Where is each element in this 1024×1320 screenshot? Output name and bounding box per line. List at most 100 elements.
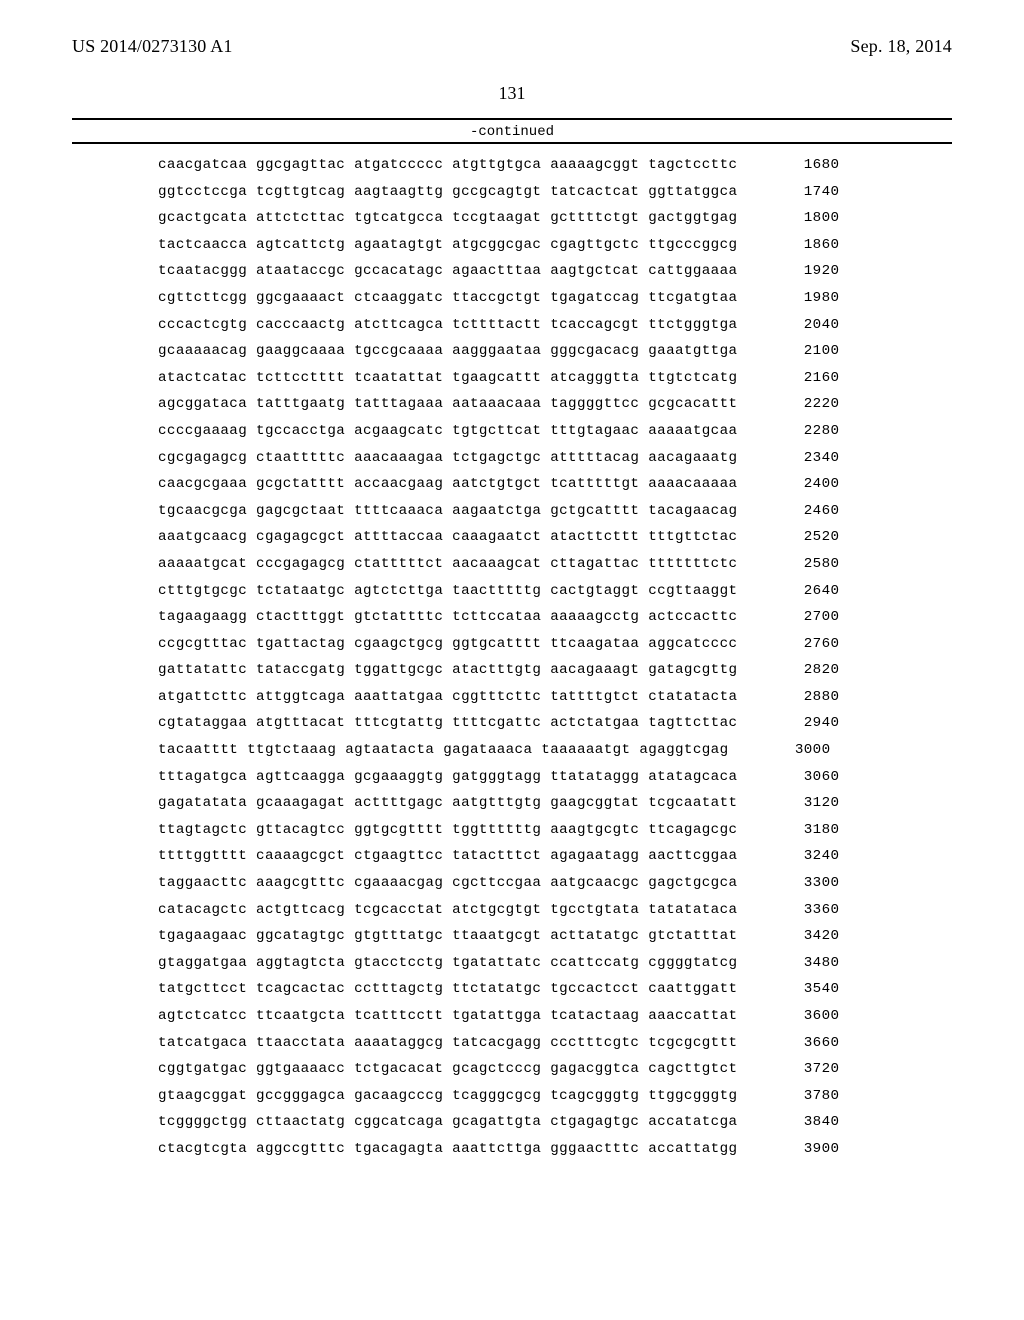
sequence-groups: cgttcttcgg ggcgaaaact ctcaaggatc ttaccgc… [158, 291, 737, 305]
sequence-row: ggtcctccga tcgttgtcag aagtaagttg gccgcag… [158, 185, 952, 199]
sequence-row: cgtataggaa atgtttacat tttcgtattg ttttcga… [158, 716, 952, 730]
sequence-row: tacaatttt ttgtctaaag agtaatacta gagataaa… [158, 743, 952, 757]
sequence-position: 3660 [767, 1036, 839, 1050]
publication-date: Sep. 18, 2014 [850, 36, 952, 57]
sequence-position: 3600 [767, 1009, 839, 1023]
sequence-groups: ctttgtgcgc tctataatgc agtctcttga taacttt… [158, 584, 737, 598]
sequence-position: 2460 [767, 504, 839, 518]
sequence-groups: caacgcgaaa gcgctatttt accaacgaag aatctgt… [158, 477, 737, 491]
sequence-position: 3900 [767, 1142, 839, 1156]
sequence-position: 3120 [767, 796, 839, 810]
sequence-position: 2640 [767, 584, 839, 598]
sequence-row: agcggataca tatttgaatg tatttagaaa aataaac… [158, 397, 952, 411]
sequence-position: 2160 [767, 371, 839, 385]
rule-bottom [72, 142, 952, 144]
sequence-groups: ttagtagctc gttacagtcc ggtgcgtttt tggtttt… [158, 823, 737, 837]
sequence-position: 1800 [767, 211, 839, 225]
sequence-row: tgagaagaac ggcatagtgc gtgtttatgc ttaaatg… [158, 929, 952, 943]
sequence-groups: tcaatacggg ataataccgc gccacatagc agaactt… [158, 264, 737, 278]
sequence-row: gcactgcata attctcttac tgtcatgcca tccgtaa… [158, 211, 952, 225]
sequence-position: 1920 [767, 264, 839, 278]
sequence-row: atactcatac tcttcctttt tcaatattat tgaagca… [158, 371, 952, 385]
sequence-position: 3300 [767, 876, 839, 890]
sequence-groups: ctacgtcgta aggccgtttc tgacagagta aaattct… [158, 1142, 737, 1156]
sequence-position: 2880 [767, 690, 839, 704]
continued-block: -continued [72, 118, 952, 144]
sequence-row: tatgcttcct tcagcactac cctttagctg ttctata… [158, 982, 952, 996]
sequence-position: 1860 [767, 238, 839, 252]
sequence-position: 3840 [767, 1115, 839, 1129]
sequence-groups: tacaatttt ttgtctaaag agtaatacta gagataaa… [158, 743, 729, 757]
sequence-row: aaaaatgcat cccgagagcg ctatttttct aacaaag… [158, 557, 952, 571]
sequence-groups: gtaggatgaa aggtagtcta gtacctcctg tgatatt… [158, 956, 737, 970]
sequence-row: tgcaacgcga gagcgctaat ttttcaaaca aagaatc… [158, 504, 952, 518]
sequence-groups: gcaaaaacag gaaggcaaaa tgccgcaaaa aagggaa… [158, 344, 737, 358]
sequence-position: 2580 [767, 557, 839, 571]
sequence-row: ctacgtcgta aggccgtttc tgacagagta aaattct… [158, 1142, 952, 1156]
sequence-row: gagatatata gcaaagagat acttttgagc aatgttt… [158, 796, 952, 810]
sequence-groups: gcactgcata attctcttac tgtcatgcca tccgtaa… [158, 211, 737, 225]
sequence-row: tcggggctgg cttaactatg cggcatcaga gcagatt… [158, 1115, 952, 1129]
sequence-row: gtaggatgaa aggtagtcta gtacctcctg tgatatt… [158, 956, 952, 970]
sequence-groups: cccactcgtg cacccaactg atcttcagca tctttta… [158, 318, 737, 332]
sequence-row: cggtgatgac ggtgaaaacc tctgacacat gcagctc… [158, 1062, 952, 1076]
sequence-groups: ccgcgtttac tgattactag cgaagctgcg ggtgcat… [158, 637, 737, 651]
sequence-row: atgattcttc attggtcaga aaattatgaa cggtttc… [158, 690, 952, 704]
sequence-position: 2400 [767, 477, 839, 491]
sequence-row: gtaagcggat gccgggagca gacaagcccg tcagggc… [158, 1089, 952, 1103]
sequence-groups: cggtgatgac ggtgaaaacc tctgacacat gcagctc… [158, 1062, 737, 1076]
sequence-position: 3420 [767, 929, 839, 943]
sequence-groups: atactcatac tcttcctttt tcaatattat tgaagca… [158, 371, 737, 385]
sequence-groups: atgattcttc attggtcaga aaattatgaa cggtttc… [158, 690, 737, 704]
sequence-groups: agtctcatcc ttcaatgcta tcatttcctt tgatatt… [158, 1009, 737, 1023]
sequence-position: 3480 [767, 956, 839, 970]
sequence-groups: cgtataggaa atgtttacat tttcgtattg ttttcga… [158, 716, 737, 730]
sequence-groups: tatgcttcct tcagcactac cctttagctg ttctata… [158, 982, 737, 996]
sequence-groups: tgagaagaac ggcatagtgc gtgtttatgc ttaaatg… [158, 929, 737, 943]
sequence-row: ctttgtgcgc tctataatgc agtctcttga taacttt… [158, 584, 952, 598]
sequence-position: 1740 [767, 185, 839, 199]
sequence-position: 3360 [767, 903, 839, 917]
sequence-groups: ccccgaaaag tgccacctga acgaagcatc tgtgctt… [158, 424, 737, 438]
sequence-row: ccccgaaaag tgccacctga acgaagcatc tgtgctt… [158, 424, 952, 438]
sequence-row: catacagctc actgttcacg tcgcacctat atctgcg… [158, 903, 952, 917]
sequence-position: 3780 [767, 1089, 839, 1103]
sequence-position: 3240 [767, 849, 839, 863]
sequence-row: tactcaacca agtcattctg agaatagtgt atgcggc… [158, 238, 952, 252]
sequence-position: 2340 [767, 451, 839, 465]
sequence-groups: gattatattc tataccgatg tggattgcgc atacttt… [158, 663, 737, 677]
sequence-position: 2520 [767, 530, 839, 544]
publication-number: US 2014/0273130 A1 [72, 36, 233, 57]
sequence-row: tatcatgaca ttaacctata aaaataggcg tatcacg… [158, 1036, 952, 1050]
sequence-groups: tgcaacgcga gagcgctaat ttttcaaaca aagaatc… [158, 504, 737, 518]
sequence-groups: taggaacttc aaagcgtttc cgaaaacgag cgcttcc… [158, 876, 737, 890]
sequence-groups: ggtcctccga tcgttgtcag aagtaagttg gccgcag… [158, 185, 737, 199]
sequence-row: ttagtagctc gttacagtcc ggtgcgtttt tggtttt… [158, 823, 952, 837]
sequence-groups: tactcaacca agtcattctg agaatagtgt atgcggc… [158, 238, 737, 252]
sequence-listing: caacgatcaa ggcgagttac atgatccccc atgttgt… [72, 158, 952, 1156]
sequence-row: tcaatacggg ataataccgc gccacatagc agaactt… [158, 264, 952, 278]
sequence-groups: caacgatcaa ggcgagttac atgatccccc atgttgt… [158, 158, 737, 172]
sequence-row: tttagatgca agttcaagga gcgaaaggtg gatgggt… [158, 770, 952, 784]
sequence-row: tagaagaagg ctactttggt gtctattttc tcttcca… [158, 610, 952, 624]
sequence-position: 2940 [767, 716, 839, 730]
sequence-position: 2100 [767, 344, 839, 358]
sequence-row: ccgcgtttac tgattactag cgaagctgcg ggtgcat… [158, 637, 952, 651]
sequence-groups: tttagatgca agttcaagga gcgaaaggtg gatgggt… [158, 770, 737, 784]
sequence-row: gcaaaaacag gaaggcaaaa tgccgcaaaa aagggaa… [158, 344, 952, 358]
sequence-groups: cgcgagagcg ctaatttttc aaacaaagaa tctgagc… [158, 451, 737, 465]
sequence-position: 3720 [767, 1062, 839, 1076]
sequence-row: cgcgagagcg ctaatttttc aaacaaagaa tctgagc… [158, 451, 952, 465]
page-number: 131 [72, 83, 952, 104]
sequence-groups: tcggggctgg cttaactatg cggcatcaga gcagatt… [158, 1115, 737, 1129]
sequence-position: 2040 [767, 318, 839, 332]
sequence-groups: ttttggtttt caaaagcgct ctgaagttcc tatactt… [158, 849, 737, 863]
sequence-position: 3060 [767, 770, 839, 784]
sequence-groups: aaatgcaacg cgagagcgct attttaccaa caaagaa… [158, 530, 737, 544]
sequence-row: ttttggtttt caaaagcgct ctgaagttcc tatactt… [158, 849, 952, 863]
page: US 2014/0273130 A1 Sep. 18, 2014 131 -co… [0, 0, 1024, 1320]
sequence-groups: aaaaatgcat cccgagagcg ctatttttct aacaaag… [158, 557, 737, 571]
sequence-position: 2700 [767, 610, 839, 624]
sequence-position: 2220 [767, 397, 839, 411]
sequence-row: taggaacttc aaagcgtttc cgaaaacgag cgcttcc… [158, 876, 952, 890]
